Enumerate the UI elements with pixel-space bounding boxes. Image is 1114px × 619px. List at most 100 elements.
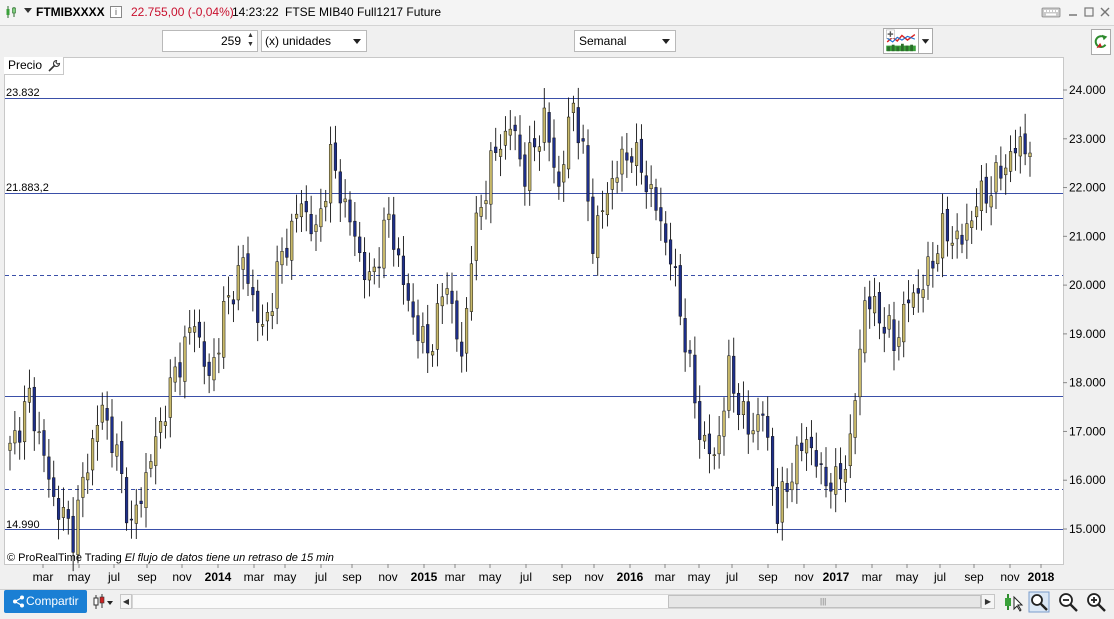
bullish-candle <box>989 195 993 208</box>
title-bar: FTMIBXXXX i 22.755,00 (-0,04%) 14:23:22 … <box>0 0 1114 26</box>
bearish-candle <box>231 299 236 305</box>
time-axis-label: nov <box>378 570 397 584</box>
bullish-candle <box>294 213 299 219</box>
bearish-candle <box>377 266 381 269</box>
price-axis-label: 22.000 <box>1069 181 1106 195</box>
bearish-candle <box>668 239 673 265</box>
bearish-candle <box>139 500 143 504</box>
bearish-candle <box>877 292 882 324</box>
bullish-candle <box>872 296 877 314</box>
grip-icon: ||| <box>820 597 827 606</box>
bearish-candle <box>362 252 367 281</box>
bearish-candle <box>775 486 780 524</box>
bullish-candle <box>144 472 148 508</box>
bearish-candle <box>197 321 202 338</box>
bullish-candle <box>537 146 542 152</box>
bearish-candle <box>683 318 687 353</box>
last-update-time: 14:23:22 <box>232 5 279 19</box>
bullish-candle <box>173 366 177 383</box>
bullish-candle <box>615 177 619 183</box>
bullish-candle <box>722 410 726 437</box>
bullish-candle <box>1018 136 1022 157</box>
candlestick-icon[interactable] <box>5 5 19 19</box>
cursor-tool-icon[interactable] <box>1002 591 1024 613</box>
bullish-candle <box>902 303 906 343</box>
time-axis-label: mar <box>862 570 883 584</box>
zoom-area-icon[interactable] <box>1028 591 1050 613</box>
minimize-icon[interactable] <box>1066 5 1080 19</box>
price-chart[interactable]: 24.000 23.000 22.000 21.000 20.000 19.000 18.0… <box>4 57 1110 589</box>
bearish-candle <box>401 255 406 285</box>
bullish-candle <box>440 296 444 307</box>
instrument-symbol[interactable]: FTMIBXXXX <box>36 5 105 19</box>
chart-type-icon[interactable] <box>92 592 114 612</box>
bearish-candle <box>338 171 342 204</box>
bullish-candle <box>853 400 857 438</box>
bearish-candle <box>868 296 872 310</box>
bullish-candle <box>163 421 168 426</box>
bullish-candle <box>61 507 66 518</box>
scroll-left-button[interactable]: ◀ <box>120 594 132 609</box>
bullish-candle <box>489 150 493 205</box>
maximize-icon[interactable] <box>1082 5 1096 19</box>
time-axis-label: sep <box>758 570 778 584</box>
time-axis-label: sep <box>342 570 362 584</box>
scroll-right-button[interactable]: ▶ <box>981 594 995 609</box>
zoom-in-icon[interactable] <box>1085 591 1107 613</box>
close-icon[interactable] <box>1098 5 1112 19</box>
period-select[interactable]: Semanal <box>574 30 676 52</box>
bullish-candle <box>848 433 852 467</box>
add-indicator-icon[interactable] <box>883 28 919 54</box>
share-button[interactable]: Compartir <box>4 590 87 613</box>
bearish-candle <box>52 477 56 497</box>
bearish-candle <box>654 187 658 211</box>
bullish-candle <box>1028 152 1032 157</box>
bullish-candle <box>562 164 566 183</box>
bullish-candle <box>921 289 925 298</box>
bearish-candle <box>251 287 255 296</box>
time-axis-label: nov <box>1000 570 1019 584</box>
bullish-candle <box>474 212 478 261</box>
bullish-candle <box>469 263 474 312</box>
bearish-candle <box>707 433 712 455</box>
units-mode-label: (x) unidades <box>265 34 332 48</box>
quantity-stepper[interactable]: ▲ ▼ <box>247 32 254 48</box>
bullish-candle <box>940 213 945 259</box>
bearish-candle <box>1013 148 1018 154</box>
bullish-candle <box>994 162 998 193</box>
bullish-candle <box>571 102 576 113</box>
keyboard-icon[interactable] <box>1041 5 1061 19</box>
bearish-candle <box>984 176 988 204</box>
time-axis-label: mar <box>33 570 54 584</box>
units-quantity-input[interactable]: 259 <box>162 30 258 52</box>
bullish-candle <box>528 142 532 191</box>
bearish-candle <box>693 354 697 404</box>
bullish-candle <box>134 504 138 524</box>
bearish-candle <box>66 509 70 519</box>
info-icon[interactable]: i <box>110 6 122 18</box>
bullish-candle <box>790 481 794 491</box>
zoom-out-icon[interactable] <box>1057 591 1079 613</box>
bullish-candle <box>979 180 984 211</box>
bearish-candle <box>42 430 46 456</box>
bullish-candle <box>27 387 32 403</box>
bearish-candle <box>353 220 357 237</box>
bullish-candle <box>430 351 435 356</box>
wrench-icon[interactable] <box>47 59 61 73</box>
level-label-high: 23.832 <box>6 87 40 99</box>
bullish-candle <box>795 444 799 485</box>
bullish-candle <box>843 468 848 483</box>
bearish-candle <box>532 138 537 148</box>
chevron-down-icon <box>353 39 361 44</box>
bullish-candle <box>970 220 974 228</box>
chevron-down-icon[interactable] <box>919 28 933 54</box>
chevron-down-icon[interactable] <box>24 8 32 13</box>
bearish-candle <box>178 362 182 378</box>
refresh-icon[interactable] <box>1091 29 1111 55</box>
time-axis-label: mar <box>244 570 265 584</box>
price-axis-label: 24.000 <box>1069 83 1106 97</box>
bearish-candle <box>494 146 498 153</box>
scrollbar-thumb[interactable] <box>668 595 981 608</box>
bullish-candle <box>596 215 600 259</box>
units-mode-select[interactable]: (x) unidades <box>261 30 367 52</box>
